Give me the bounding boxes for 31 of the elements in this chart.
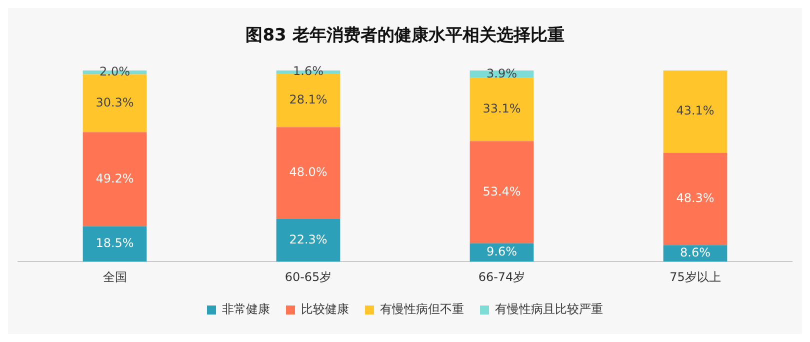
legend-label: 比较健康 <box>301 302 349 316</box>
data-label: 33.1% <box>482 102 521 116</box>
data-label: 49.2% <box>96 171 134 186</box>
legend-label: 有慢性病且比较严重 <box>495 302 603 316</box>
bar <box>82 226 147 262</box>
x-tick-label: 60-65岁 <box>284 270 332 284</box>
data-label: 48.0% <box>289 165 328 180</box>
bar <box>82 132 147 226</box>
data-label: 28.1% <box>289 92 328 106</box>
bar <box>470 78 534 142</box>
x-tick-label: 75岁以上 <box>670 270 721 284</box>
bar <box>276 218 340 262</box>
x-tick-label: 66-74岁 <box>478 270 526 284</box>
data-label: 22.3% <box>289 232 328 246</box>
bar <box>470 141 534 244</box>
data-label: 9.6% <box>486 244 517 259</box>
data-label: 18.5% <box>96 236 134 250</box>
bar <box>276 127 340 219</box>
legend-label: 有慢性病但不重 <box>380 302 464 316</box>
bar <box>663 152 728 246</box>
data-label: 53.4% <box>482 184 521 198</box>
bar <box>82 74 147 132</box>
x-tick-label: 全国 <box>102 270 127 284</box>
data-label: 3.9% <box>486 66 517 80</box>
data-label: 48.3% <box>676 191 714 206</box>
chart-title: 图83 老年消费者的健康水平相关选择比重 <box>246 26 564 46</box>
data-label: 43.1% <box>676 104 714 118</box>
legend-label: 非常健康 <box>222 302 270 316</box>
data-label: 30.3% <box>96 95 134 110</box>
data-label: 8.6% <box>680 246 710 260</box>
bar <box>663 70 728 153</box>
